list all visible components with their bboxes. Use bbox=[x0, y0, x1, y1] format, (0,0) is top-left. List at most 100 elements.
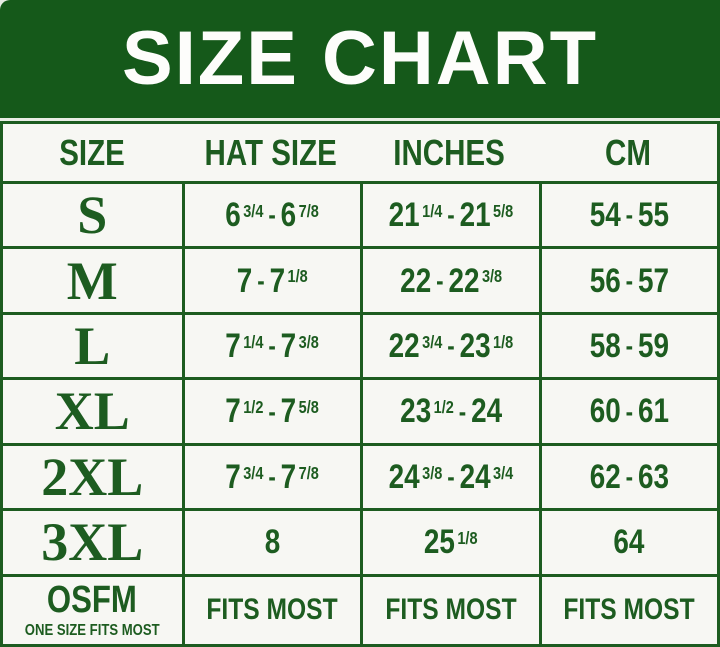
hat-size-cell: 8 bbox=[181, 511, 361, 574]
cell-value: 6 3/4-6 7/8 bbox=[225, 198, 319, 232]
column-header-label: INCHES bbox=[393, 131, 506, 173]
value-number: 22 bbox=[399, 261, 431, 300]
cell-value: 7 1/4-7 3/8 bbox=[225, 329, 319, 363]
value-number: 23 bbox=[399, 392, 431, 431]
column-header-size: SIZE bbox=[3, 124, 182, 181]
range-dash: - bbox=[268, 330, 276, 362]
cell-value: 22 3/4-23 1/8 bbox=[388, 329, 513, 363]
inches-cell: 21 1/4-21 5/8 bbox=[360, 184, 539, 247]
value-fraction: 3/8 bbox=[298, 331, 320, 352]
cell-value: 24 3/8-24 3/4 bbox=[388, 460, 513, 494]
value-number: 56 bbox=[589, 261, 621, 300]
cell-value: 62-63 bbox=[590, 460, 669, 494]
value-number: 57 bbox=[637, 261, 669, 300]
cell-value: 8 bbox=[264, 525, 280, 559]
size-cell: L bbox=[3, 315, 182, 377]
size-label: XL bbox=[54, 381, 130, 442]
value-number: 22 bbox=[388, 327, 420, 366]
hat-size-cell: 6 3/4-6 7/8 bbox=[181, 184, 361, 247]
cm-cell: 64 bbox=[538, 511, 718, 574]
value-number: 7 bbox=[225, 457, 242, 496]
table-row: M 7-7 1/8 22-22 3/8 56-57 bbox=[3, 246, 718, 312]
cell-value: 23 1/2-24 bbox=[400, 394, 502, 428]
value-fraction: 1/8 bbox=[492, 331, 514, 352]
table-row: 3XL 8 25 1/8 64 bbox=[3, 508, 718, 574]
cm-cell: FITS MOST bbox=[538, 576, 718, 644]
cell-value: 7 3/4-7 7/8 bbox=[225, 460, 319, 494]
table-row: OSFM ONE SIZE FITS MOST FITS MOST FITS MOST… bbox=[3, 573, 718, 644]
range-dash: - bbox=[458, 395, 466, 427]
value-fraction: 7/8 bbox=[298, 462, 320, 483]
cell-value: 7 1/2-7 5/8 bbox=[225, 394, 319, 428]
size-cell: S bbox=[3, 184, 182, 246]
value-number: 60 bbox=[589, 392, 621, 431]
value-number: 58 bbox=[589, 327, 621, 366]
cell-value: FITS MOST bbox=[385, 595, 516, 625]
size-cell: M bbox=[3, 249, 182, 311]
cm-cell: 60-61 bbox=[538, 380, 718, 443]
value-fraction: 3/4 bbox=[492, 462, 514, 483]
value-number: 21 bbox=[388, 196, 420, 235]
value-number: FITS MOST bbox=[563, 593, 695, 627]
table-row: S 6 3/4-6 7/8 21 1/4-21 5/8 54-55 bbox=[3, 181, 718, 247]
value-number: 62 bbox=[589, 457, 621, 496]
value-fraction: 3/4 bbox=[243, 462, 264, 483]
size-cell: 2XL bbox=[3, 446, 182, 508]
size-cell: OSFM ONE SIZE FITS MOST bbox=[3, 577, 182, 644]
hat-size-cell: 7 3/4-7 7/8 bbox=[181, 445, 361, 509]
column-header-hat-size: HAT SIZE bbox=[182, 124, 361, 181]
value-number: 8 bbox=[264, 523, 281, 562]
table-row: XL 7 1/2-7 5/8 23 1/2-24 60-61 bbox=[3, 377, 718, 443]
value-fraction: 1/2 bbox=[243, 397, 264, 418]
cm-cell: 58-59 bbox=[538, 314, 718, 378]
value-number: 54 bbox=[589, 196, 621, 235]
value-number: FITS MOST bbox=[385, 593, 517, 627]
inches-cell: 22-22 3/8 bbox=[360, 249, 539, 312]
cm-cell: 62-63 bbox=[538, 445, 718, 509]
value-fraction: 3/8 bbox=[421, 462, 443, 483]
size-cell: XL bbox=[3, 380, 182, 442]
hat-size-cell: 7 1/2-7 5/8 bbox=[181, 380, 361, 443]
hat-size-cell: FITS MOST bbox=[181, 576, 361, 644]
size-label: S bbox=[77, 185, 108, 246]
column-header-label: CM bbox=[604, 131, 651, 173]
value-fraction: 1/8 bbox=[287, 266, 308, 287]
value-number: 23 bbox=[459, 327, 491, 366]
size-cell: 3XL bbox=[3, 511, 182, 573]
cell-value: 60-61 bbox=[590, 394, 669, 428]
value-number: 21 bbox=[459, 196, 491, 235]
value-number: 63 bbox=[637, 457, 669, 496]
inches-cell: 24 3/8-24 3/4 bbox=[360, 445, 539, 509]
range-dash: - bbox=[625, 461, 633, 492]
range-dash: - bbox=[268, 199, 276, 231]
value-number: 6 bbox=[225, 196, 242, 235]
range-dash: - bbox=[447, 199, 455, 231]
range-dash: - bbox=[257, 264, 265, 296]
inches-cell: 22 3/4-23 1/8 bbox=[360, 314, 539, 378]
value-number: 25 bbox=[423, 523, 455, 562]
value-number: 7 bbox=[280, 457, 297, 496]
value-number: 22 bbox=[448, 261, 480, 300]
value-number: 24 bbox=[470, 392, 502, 431]
value-number: 55 bbox=[637, 196, 669, 235]
cm-cell: 54-55 bbox=[538, 184, 718, 247]
inches-cell: 25 1/8 bbox=[360, 511, 539, 574]
size-note: ONE SIZE FITS MOST bbox=[24, 622, 160, 640]
cell-value: 58-59 bbox=[590, 329, 669, 363]
cm-cell: 56-57 bbox=[538, 249, 718, 312]
range-dash: - bbox=[625, 330, 633, 362]
range-dash: - bbox=[435, 264, 444, 296]
value-fraction: 3/8 bbox=[481, 266, 502, 287]
value-number: 24 bbox=[459, 457, 491, 496]
value-fraction: 1/4 bbox=[421, 201, 443, 222]
size-label: OSFM bbox=[47, 579, 138, 622]
value-number: 64 bbox=[613, 523, 645, 562]
inches-cell: 23 1/2-24 bbox=[360, 380, 539, 443]
column-header-inches: INCHES bbox=[360, 124, 539, 181]
table-row: L 7 1/4-7 3/8 22 3/4-23 1/8 58-59 bbox=[3, 311, 718, 378]
size-label: L bbox=[74, 316, 111, 377]
value-number: 7 bbox=[280, 327, 297, 366]
value-number: 7 bbox=[225, 327, 242, 366]
value-fraction: 1/2 bbox=[433, 397, 454, 418]
